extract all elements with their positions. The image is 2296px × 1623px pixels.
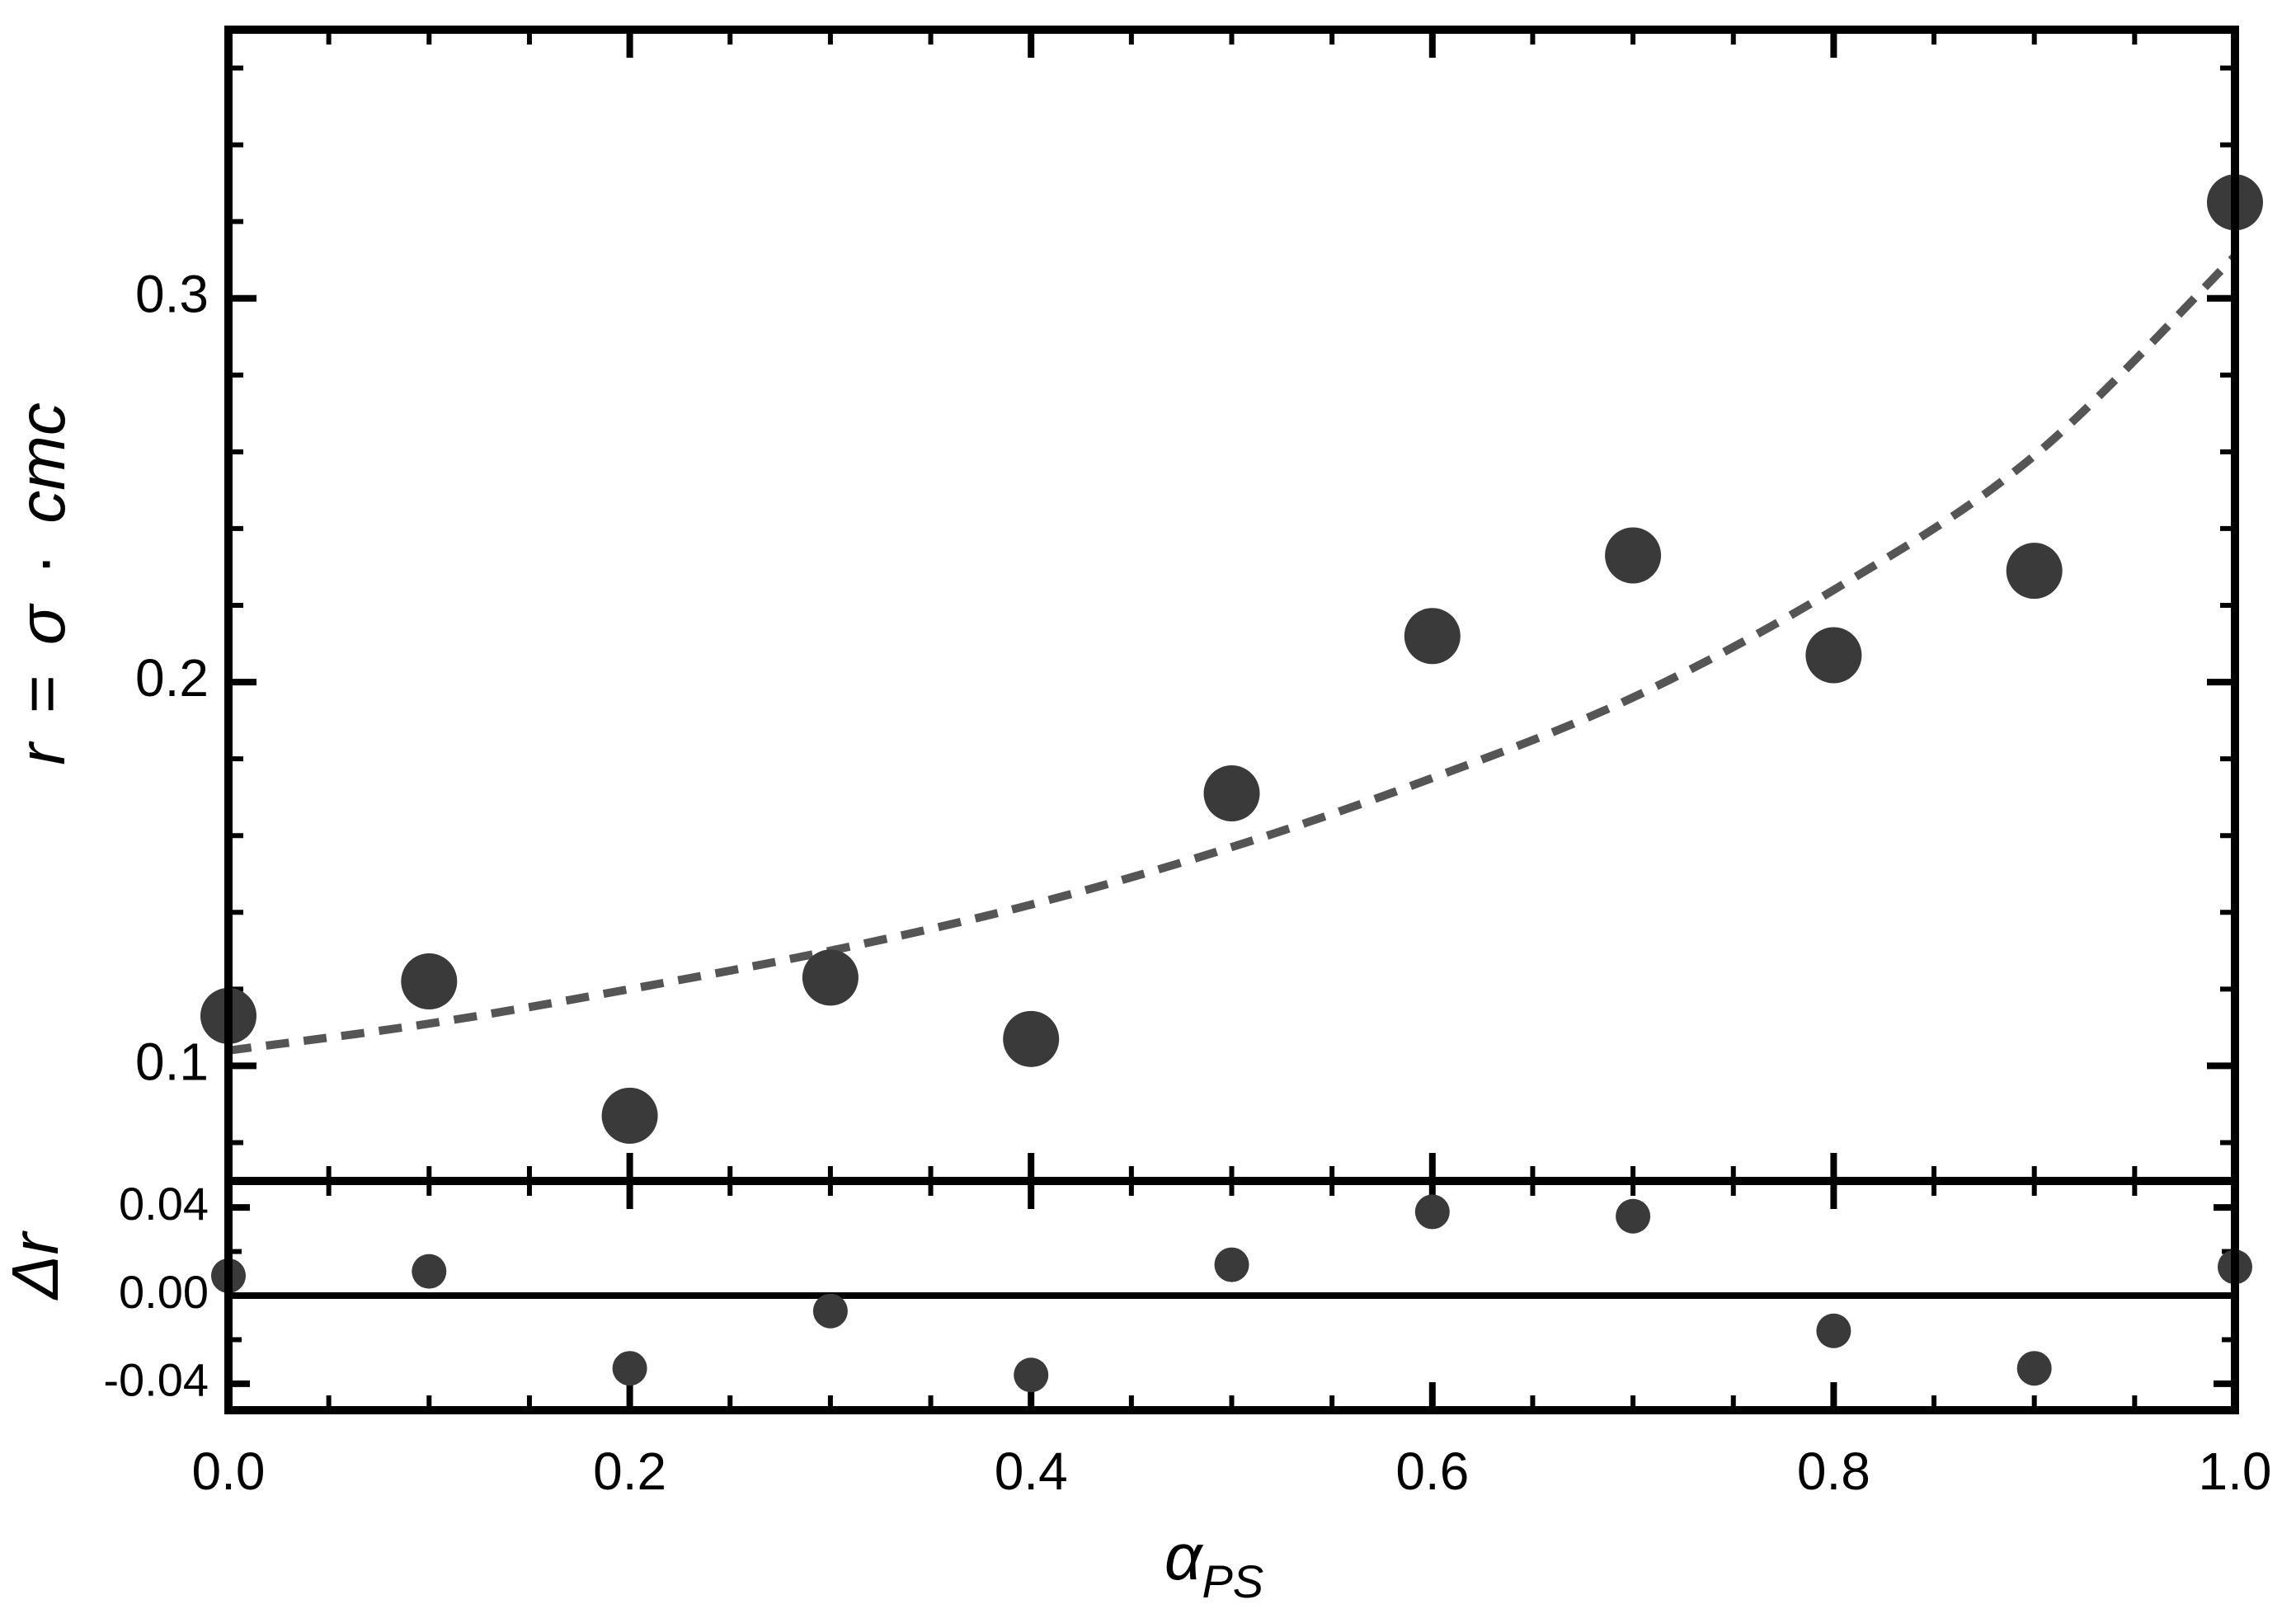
residual-plot-panel: 0.04 0.00 -0.04 0.0 0.2 0.4 0.6 0.8 1.0 bbox=[103, 1177, 2272, 1501]
data-point bbox=[401, 953, 458, 1010]
main-y-tick-label: 0.3 bbox=[135, 265, 209, 324]
residual-plot-frame bbox=[224, 1177, 2239, 1414]
x-tick-labels: 0.0 0.2 0.4 0.6 0.8 1.0 bbox=[192, 1442, 2272, 1501]
x-tick-label: 0.0 bbox=[192, 1442, 266, 1501]
data-point bbox=[1404, 608, 1461, 665]
residual-y-tick-label: 0.00 bbox=[119, 1266, 209, 1318]
residual-point bbox=[1214, 1247, 1249, 1282]
residual-point bbox=[1816, 1313, 1851, 1348]
residual-point bbox=[1616, 1198, 1651, 1234]
data-point bbox=[802, 949, 859, 1006]
fit-curve bbox=[228, 253, 2238, 1055]
residual-point bbox=[2016, 1351, 2052, 1386]
main-y-tick-labels: 0.1 0.2 0.3 bbox=[135, 265, 209, 1092]
data-point bbox=[1805, 627, 1862, 684]
x-axis-title: αPS bbox=[1164, 1520, 1263, 1607]
residual-point bbox=[812, 1293, 848, 1329]
x-tick-label: 0.6 bbox=[1395, 1442, 1469, 1501]
main-data-points bbox=[200, 174, 2263, 1144]
main-y-axis-title: r = σ · cmc bbox=[5, 402, 78, 765]
x-tick-label: 0.4 bbox=[995, 1442, 1068, 1501]
x-tick-label: 0.2 bbox=[593, 1442, 666, 1501]
residual-y-axis-title: Δr bbox=[0, 1230, 72, 1301]
data-point bbox=[1605, 527, 1662, 584]
residual-point bbox=[1414, 1194, 1450, 1230]
residual-y-tick-labels: 0.04 0.00 -0.04 bbox=[103, 1178, 209, 1406]
residual-y-tick-label: 0.04 bbox=[119, 1178, 209, 1230]
data-point bbox=[2006, 543, 2063, 600]
x-tick-label: 1.0 bbox=[2199, 1442, 2272, 1501]
main-y-tick-label: 0.1 bbox=[135, 1032, 209, 1091]
residual-y-tick-label: -0.04 bbox=[103, 1354, 209, 1406]
data-point bbox=[1203, 765, 1260, 822]
main-plot-panel: 0.1 0.2 0.3 bbox=[135, 26, 2263, 1185]
main-y-tick-label: 0.2 bbox=[135, 648, 209, 708]
x-tick-label: 0.8 bbox=[1797, 1442, 1870, 1501]
data-point bbox=[1003, 1010, 1060, 1067]
residual-point bbox=[612, 1351, 647, 1386]
data-point bbox=[601, 1087, 658, 1144]
residual-point bbox=[412, 1254, 447, 1289]
residual-point bbox=[1014, 1357, 1049, 1393]
